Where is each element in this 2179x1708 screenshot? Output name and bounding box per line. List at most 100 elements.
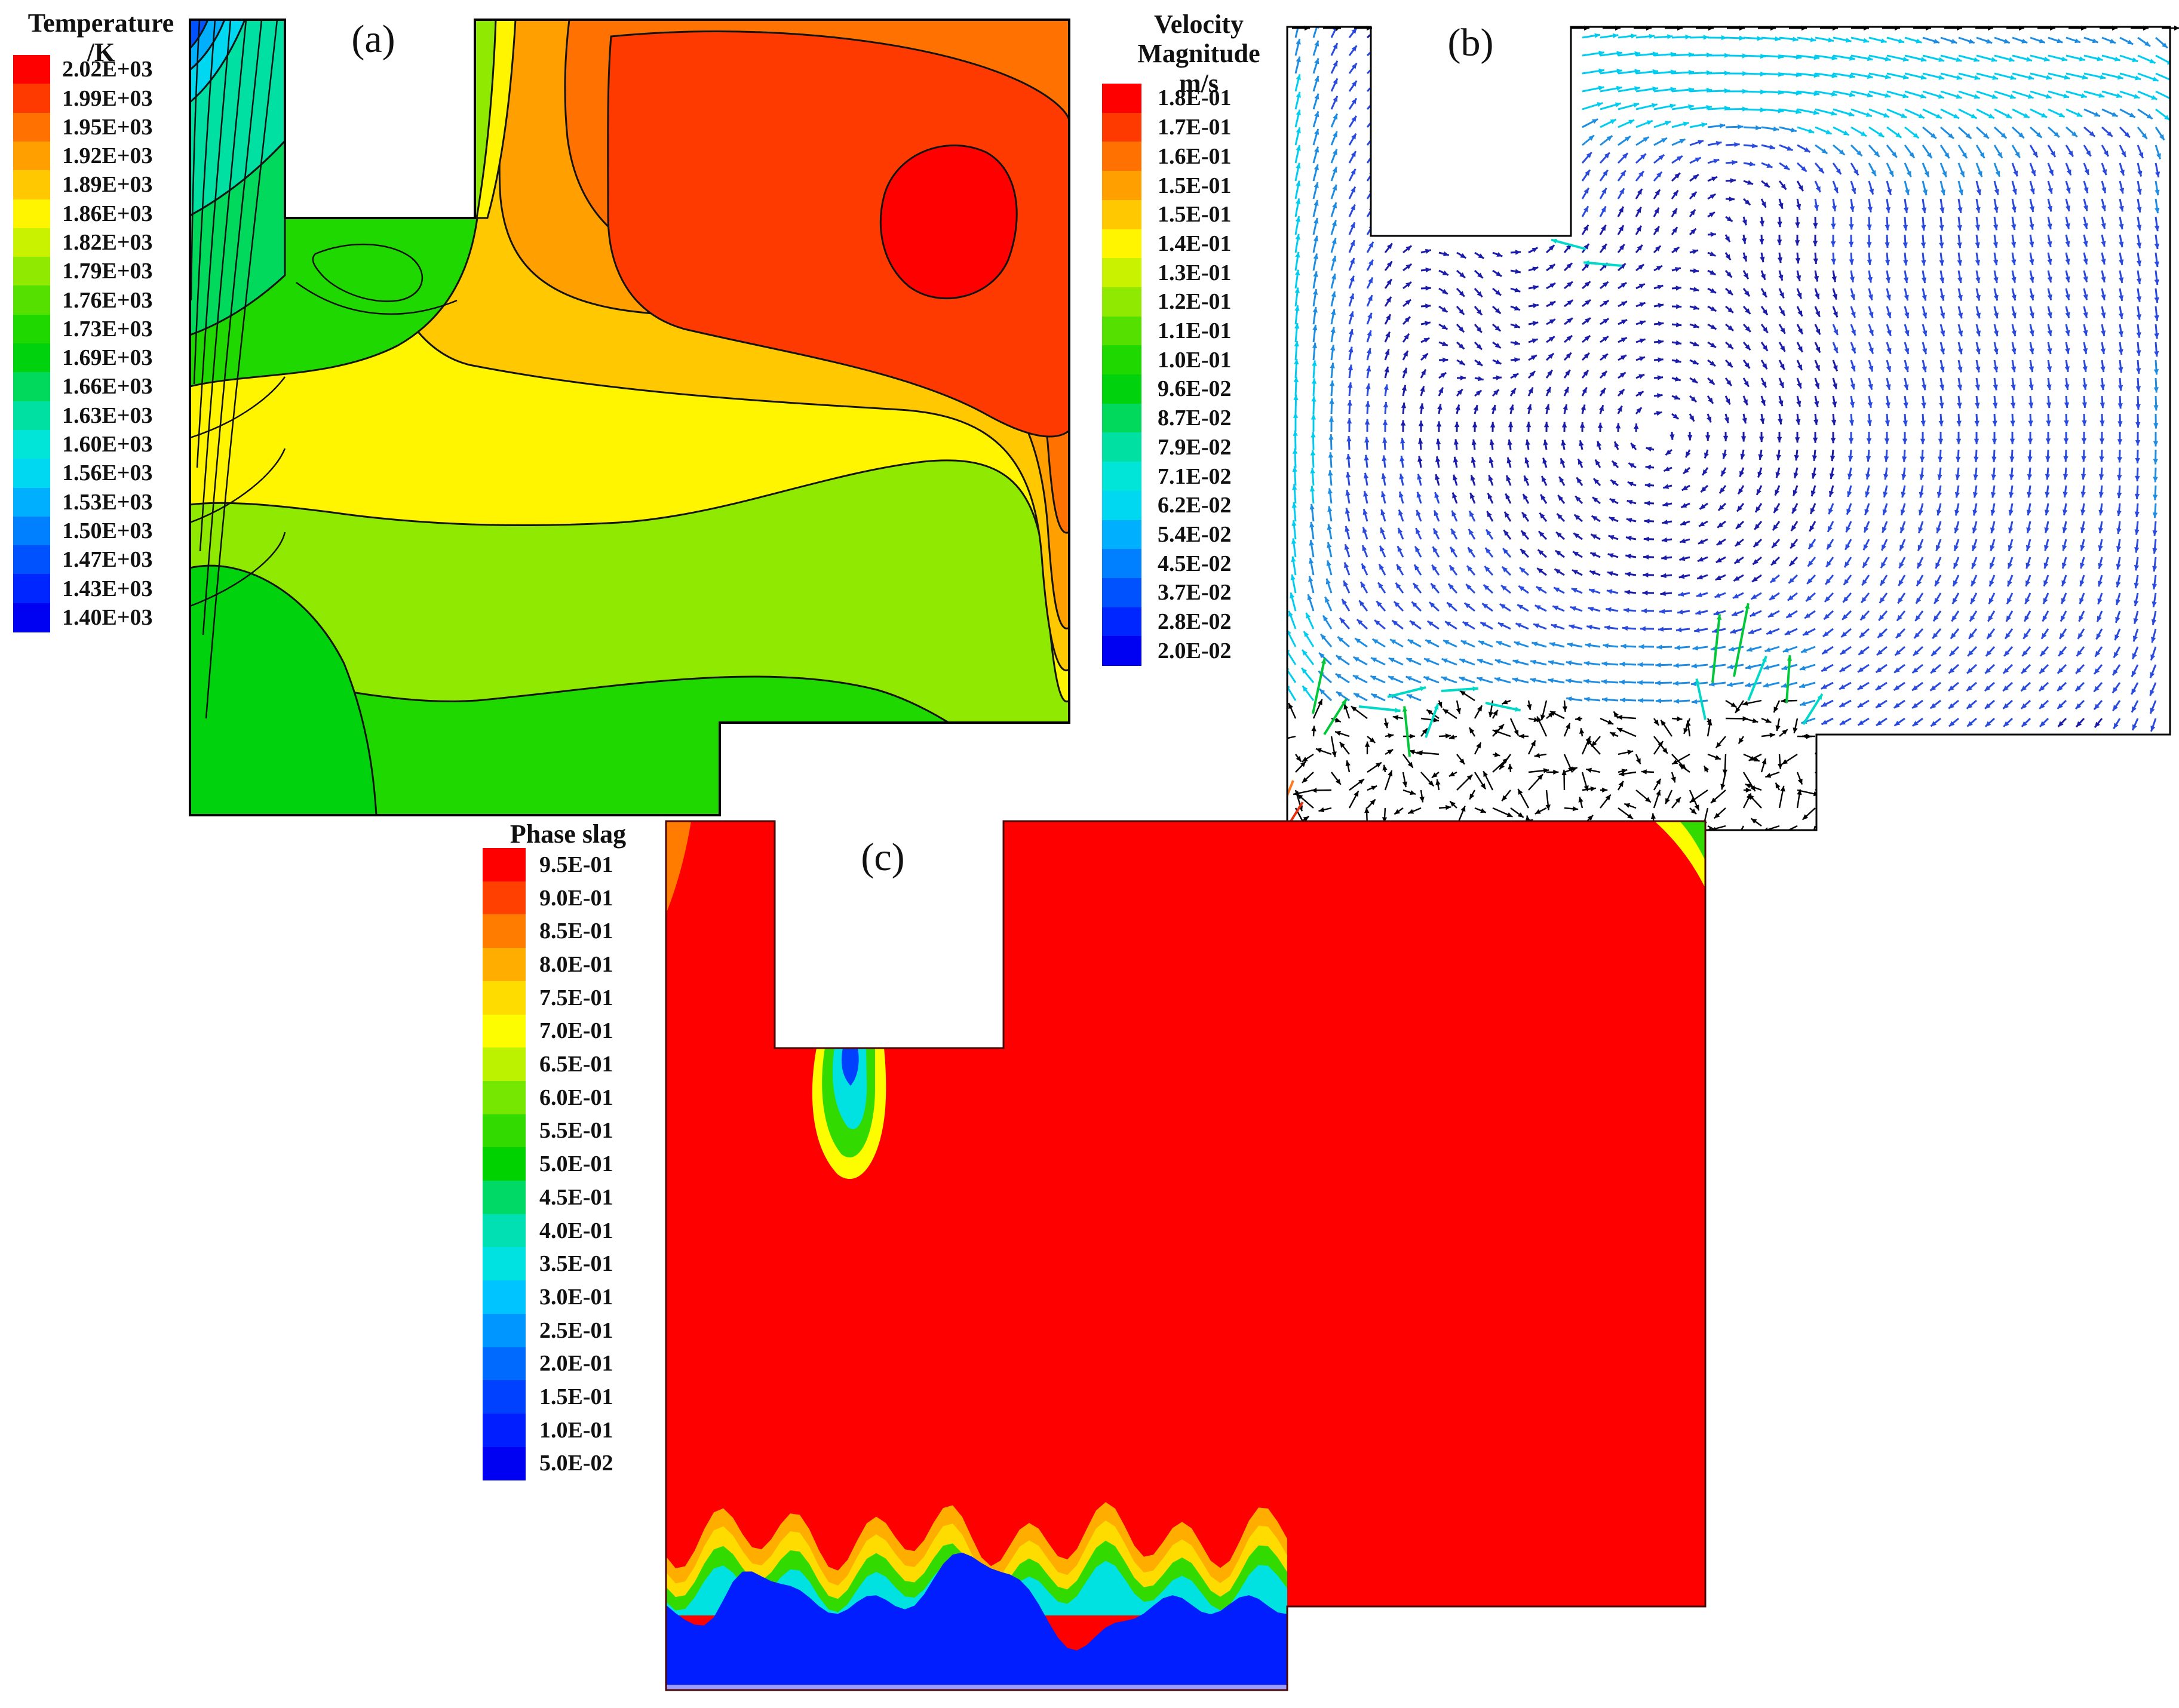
legend-level-b-14: 6.2E-02: [1158, 493, 1232, 518]
legend-level-b-19: 2.0E-02: [1158, 638, 1232, 663]
colorbar-band-c-11: [483, 1214, 526, 1248]
legend-level-b-0: 1.8E-01: [1158, 85, 1232, 111]
colorbar-band-a-6: [13, 228, 50, 257]
legend-level-b-15: 5.4E-02: [1158, 521, 1232, 547]
legend-level-b-11: 8.7E-02: [1158, 406, 1232, 431]
legend-level-b-8: 1.1E-01: [1158, 318, 1232, 343]
colorbar-band-b-14: [1102, 490, 1141, 521]
colorbar-band-c-14: [483, 1313, 526, 1348]
colorbar-band-a-15: [13, 487, 50, 517]
colorbar-band-b-5: [1102, 229, 1141, 259]
colorbar-band-c-4: [483, 981, 526, 1015]
colorbar-band-b-19: [1102, 636, 1141, 666]
legend-level-c-17: 1.0E-01: [539, 1417, 613, 1443]
colorbar-band-c-7: [483, 1080, 526, 1115]
colorbar-band-c-18: [483, 1446, 526, 1480]
legend-title-line: /K: [87, 38, 115, 67]
legend-level-c-18: 5.0E-02: [539, 1451, 613, 1476]
legend-level-c-0: 9.5E-01: [539, 852, 613, 877]
colorbar-band-b-1: [1102, 112, 1141, 142]
contour-bands-c: [666, 821, 1705, 1690]
colorbar-band-a-16: [13, 516, 50, 546]
colorbar-band-b-6: [1102, 258, 1141, 288]
colorbar-band-b-4: [1102, 199, 1141, 230]
legend-level-a-11: 1.66E+03: [62, 374, 153, 400]
colorbar-band-c-6: [483, 1047, 526, 1082]
colorbar-band-b-8: [1102, 316, 1141, 346]
legend-level-a-17: 1.47E+03: [62, 547, 153, 573]
legend-level-c-3: 8.0E-01: [539, 951, 613, 977]
legend-level-a-3: 1.92E+03: [62, 143, 153, 168]
legend-title-line: m/s: [1179, 68, 1219, 98]
colorbar-band-b-12: [1102, 432, 1141, 462]
colorbar-band-c-17: [483, 1413, 526, 1448]
legend-level-b-7: 1.2E-01: [1158, 289, 1232, 315]
legend-level-a-18: 1.43E+03: [62, 576, 153, 601]
legend-level-a-9: 1.73E+03: [62, 316, 153, 342]
legend-level-c-5: 7.0E-01: [539, 1018, 613, 1044]
legend-level-b-17: 3.7E-02: [1158, 580, 1232, 606]
colorbar-band-c-12: [483, 1247, 526, 1281]
colorbar-band-b-13: [1102, 462, 1141, 491]
phase-slag-contour-plot: [665, 820, 1707, 1691]
legend-level-c-6: 6.5E-01: [539, 1052, 613, 1077]
colorbar-band-a-13: [13, 429, 50, 459]
legend-title-line: Magnitude: [1137, 39, 1260, 69]
legend-level-c-11: 4.0E-01: [539, 1218, 613, 1243]
temperature-contour-plot: [189, 19, 1070, 816]
colorbar-band-c-13: [483, 1280, 526, 1314]
legend-level-c-10: 4.5E-01: [539, 1184, 613, 1210]
legend-level-b-5: 1.4E-01: [1158, 231, 1232, 256]
colorbar-band-a-9: [13, 314, 50, 344]
legend-level-a-1: 1.99E+03: [62, 85, 153, 111]
domain-outline-b: [1286, 26, 2171, 831]
legend-title-line: Phase slag: [510, 819, 627, 849]
colorbar-band-b-0: [1102, 84, 1141, 113]
colorbar-band-c-16: [483, 1380, 526, 1414]
colorbar-band-a-3: [13, 141, 50, 171]
colorbar-band-c-9: [483, 1147, 526, 1181]
legend-level-c-2: 8.5E-01: [539, 918, 613, 944]
legend-level-a-7: 1.79E+03: [62, 259, 153, 284]
legend-title-line: Temperature: [27, 8, 174, 38]
colorbar-band-b-11: [1102, 403, 1141, 433]
legend-level-c-16: 1.5E-01: [539, 1384, 613, 1409]
colorbar-band-c-5: [483, 1014, 526, 1048]
legend-level-c-15: 2.0E-01: [539, 1351, 613, 1377]
legend-level-b-16: 4.5E-02: [1158, 551, 1232, 576]
colorbar-band-b-17: [1102, 577, 1141, 608]
legend-level-c-12: 3.5E-01: [539, 1251, 613, 1277]
colorbar-band-c-15: [483, 1347, 526, 1381]
colorbar-band-a-5: [13, 199, 50, 229]
colorbar-band-a-4: [13, 170, 50, 200]
legend-level-a-12: 1.63E+03: [62, 403, 153, 428]
colorbar-band-b-2: [1102, 142, 1141, 171]
domain-outline-c: [665, 820, 1707, 1691]
colorbar-band-a-14: [13, 459, 50, 489]
legend-level-a-14: 1.56E+03: [62, 460, 153, 486]
legend-level-a-2: 1.95E+03: [62, 114, 153, 140]
panel-label-a: (a): [351, 17, 395, 61]
legend-level-b-3: 1.5E-01: [1158, 173, 1232, 198]
legend-level-b-10: 9.6E-02: [1158, 376, 1232, 402]
legend-level-b-18: 2.8E-02: [1158, 609, 1232, 634]
legend-title-temperature: Temperature /K: [6, 8, 196, 67]
legend-level-b-12: 7.9E-02: [1158, 434, 1232, 460]
vector-field-b: [1287, 27, 2170, 830]
colorbar-band-c-1: [483, 881, 526, 915]
legend-level-c-14: 2.5E-01: [539, 1317, 613, 1343]
colorbar-band-a-19: [13, 603, 50, 632]
colorbar-band-a-0: [13, 55, 50, 84]
legend-level-b-1: 1.7E-01: [1158, 115, 1232, 140]
colorbar-band-a-8: [13, 285, 50, 315]
colorbar-band-c-8: [483, 1114, 526, 1148]
colorbar-band-b-18: [1102, 607, 1141, 637]
colorbar-band-a-11: [13, 372, 50, 402]
colorbar-band-a-1: [13, 84, 50, 113]
colorbar-band-a-7: [13, 257, 50, 286]
legend-level-c-9: 5.0E-01: [539, 1151, 613, 1177]
legend-level-b-9: 1.0E-01: [1158, 347, 1232, 373]
legend-level-c-7: 6.0E-01: [539, 1085, 613, 1110]
colorbar-band-c-3: [483, 948, 526, 982]
panel-label-c: (c): [861, 835, 905, 879]
